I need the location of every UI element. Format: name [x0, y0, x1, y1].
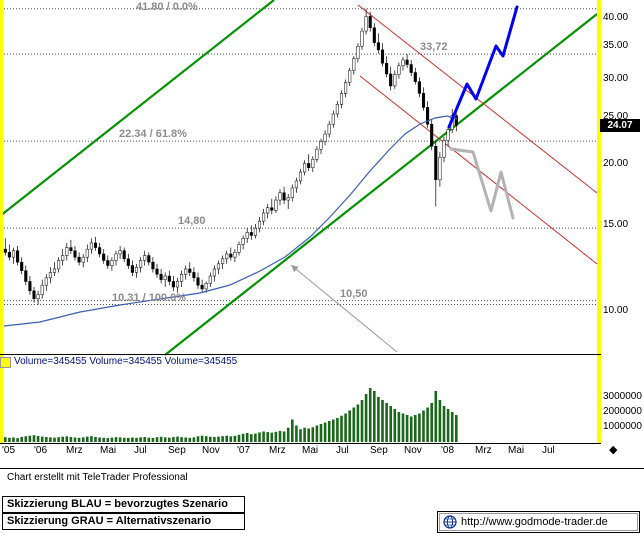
volume-bars: [4, 388, 458, 442]
x-axis-label: Nov: [202, 445, 220, 456]
x-axis-label: Sep: [168, 445, 186, 456]
candlestick-series: [3, 8, 458, 305]
price-axis-tick: 20.00: [603, 158, 629, 170]
scrollbar-thumb-icon[interactable]: ◆: [609, 444, 618, 456]
volume-marker-icon: [0, 357, 11, 368]
volume-axis-tick: 3000000: [603, 391, 642, 402]
x-axis-label: Mai: [302, 445, 319, 456]
level-label: 33,72: [420, 41, 448, 54]
x-axis-label: Mrz: [475, 445, 492, 456]
price-axis-tick: 10.00: [603, 304, 629, 316]
axis-separator-strip: [597, 0, 601, 443]
volume-indicator-label: Volume=345455 Volume=345455 Volume=34545…: [14, 356, 238, 367]
x-axis-label: Jul: [542, 445, 555, 456]
x-axis-label: Nov: [404, 445, 422, 456]
x-axis-label: '05: [2, 445, 16, 456]
globe-icon: [443, 515, 457, 529]
legend-blue-scenario: Skizzierung BLAU = bevorzugtes Szenario: [2, 496, 245, 513]
x-axis-line: [0, 443, 601, 444]
legend-gray-scenario: Skizzierung GRAU = Alternativszenario: [2, 513, 245, 530]
price-axis-tick: 30.00: [603, 72, 629, 84]
price-axis-tick: 25.00: [603, 111, 629, 123]
price-axis-tick: 35.00: [603, 40, 629, 52]
fibonacci-levels-layer: [4, 8, 597, 306]
level-label: 10,50: [340, 287, 368, 300]
trend-channels-layer: [0, 0, 598, 356]
x-axis-label: Jul: [134, 445, 147, 456]
footer-separator: [0, 468, 644, 469]
level-label: 22.34 / 61.8%: [119, 128, 187, 141]
x-axis-label: '07: [237, 445, 251, 456]
website-box: http://www.godmode-trader.de: [437, 511, 640, 533]
website-box-inner: http://www.godmode-trader.de: [439, 513, 638, 531]
level-label: 14,80: [178, 215, 206, 228]
volume-axis-tick: 1000000: [603, 421, 642, 432]
x-axis-label: Sep: [370, 445, 388, 456]
pane-separator: [0, 354, 601, 355]
volume-axis-tick: 2000000: [603, 406, 642, 417]
moving-average-line: [3, 115, 458, 327]
chart-credit-text: Chart erstellt mit TeleTrader Profession…: [7, 472, 188, 483]
x-axis-label: Mai: [508, 445, 525, 456]
price-axis-tick: 40.00: [603, 12, 629, 23]
x-axis-label: '08: [441, 445, 455, 456]
price-axis-tick: 15.00: [603, 219, 629, 231]
x-axis-label: '06: [34, 445, 48, 456]
level-label: 41.80 / 0.0%: [136, 1, 198, 13]
website-url[interactable]: http://www.godmode-trader.de: [461, 516, 608, 528]
x-axis-label: Jul: [336, 445, 349, 456]
scenario-sketch-layer: [290, 5, 519, 353]
level-label: 10.31 / 100.0%: [112, 291, 187, 304]
x-axis-label: Mai: [100, 445, 117, 456]
x-axis-label: Mrz: [269, 445, 286, 456]
x-axis-label: Mrz: [66, 445, 83, 456]
current-price-badge: 24.07: [600, 118, 640, 132]
left-accent-strip: [0, 0, 3, 443]
